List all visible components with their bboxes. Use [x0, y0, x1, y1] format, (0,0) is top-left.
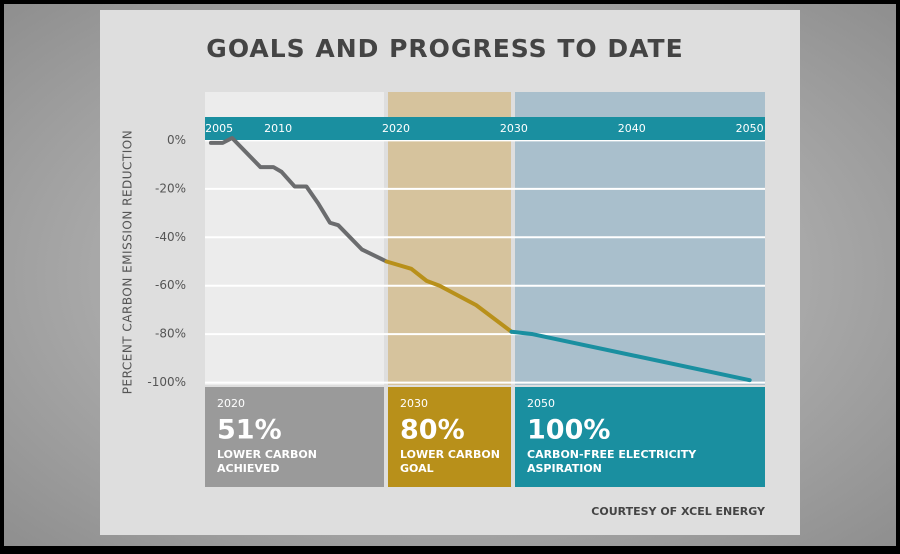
y-tick-label: -60% — [155, 278, 186, 292]
chart-title: GOALS AND PROGRESS TO DATE — [206, 34, 683, 63]
callout-box — [205, 387, 384, 487]
x-tick-label: 2005 — [205, 122, 233, 135]
callout-label: LOWER CARBON — [400, 448, 500, 461]
callout-label: GOAL — [400, 462, 434, 475]
series-line — [208, 136, 389, 264]
x-tick-label: 2050 — [736, 122, 764, 135]
callout-value: 80% — [400, 415, 465, 446]
y-axis-label: PERCENT CARBON EMISSION REDUCTION — [121, 130, 135, 394]
source: COURTESY OF XCEL ENERGY — [591, 505, 766, 518]
y-tick-label: -20% — [155, 181, 186, 195]
callout-box — [388, 387, 511, 487]
callout-label: CARBON-FREE ELECTRICITY — [527, 448, 697, 461]
callout-year: 2050 — [527, 397, 555, 410]
callout-value: 51% — [217, 415, 282, 446]
callout-label: LOWER CARBON — [217, 448, 317, 461]
y-tick-label: -100% — [147, 375, 186, 389]
y-tick-label: -80% — [155, 327, 186, 341]
x-tick-label: 2010 — [264, 122, 292, 135]
y-tick-label: 0% — [167, 133, 186, 147]
x-tick-label: 2020 — [382, 122, 410, 135]
callout-value: 100% — [527, 415, 610, 446]
callout-label: ASPIRATION — [527, 462, 602, 475]
callout-label: ACHIEVED — [217, 462, 280, 475]
callout-year: 2020 — [217, 397, 245, 410]
y-tick-label: -40% — [155, 230, 186, 244]
x-tick-label: 2030 — [500, 122, 528, 135]
x-tick-label: 2040 — [618, 122, 646, 135]
callout-box — [515, 387, 765, 487]
callout-year: 2030 — [400, 397, 428, 410]
year-bar — [205, 117, 765, 140]
series-line — [384, 259, 514, 334]
series-line — [509, 329, 752, 383]
